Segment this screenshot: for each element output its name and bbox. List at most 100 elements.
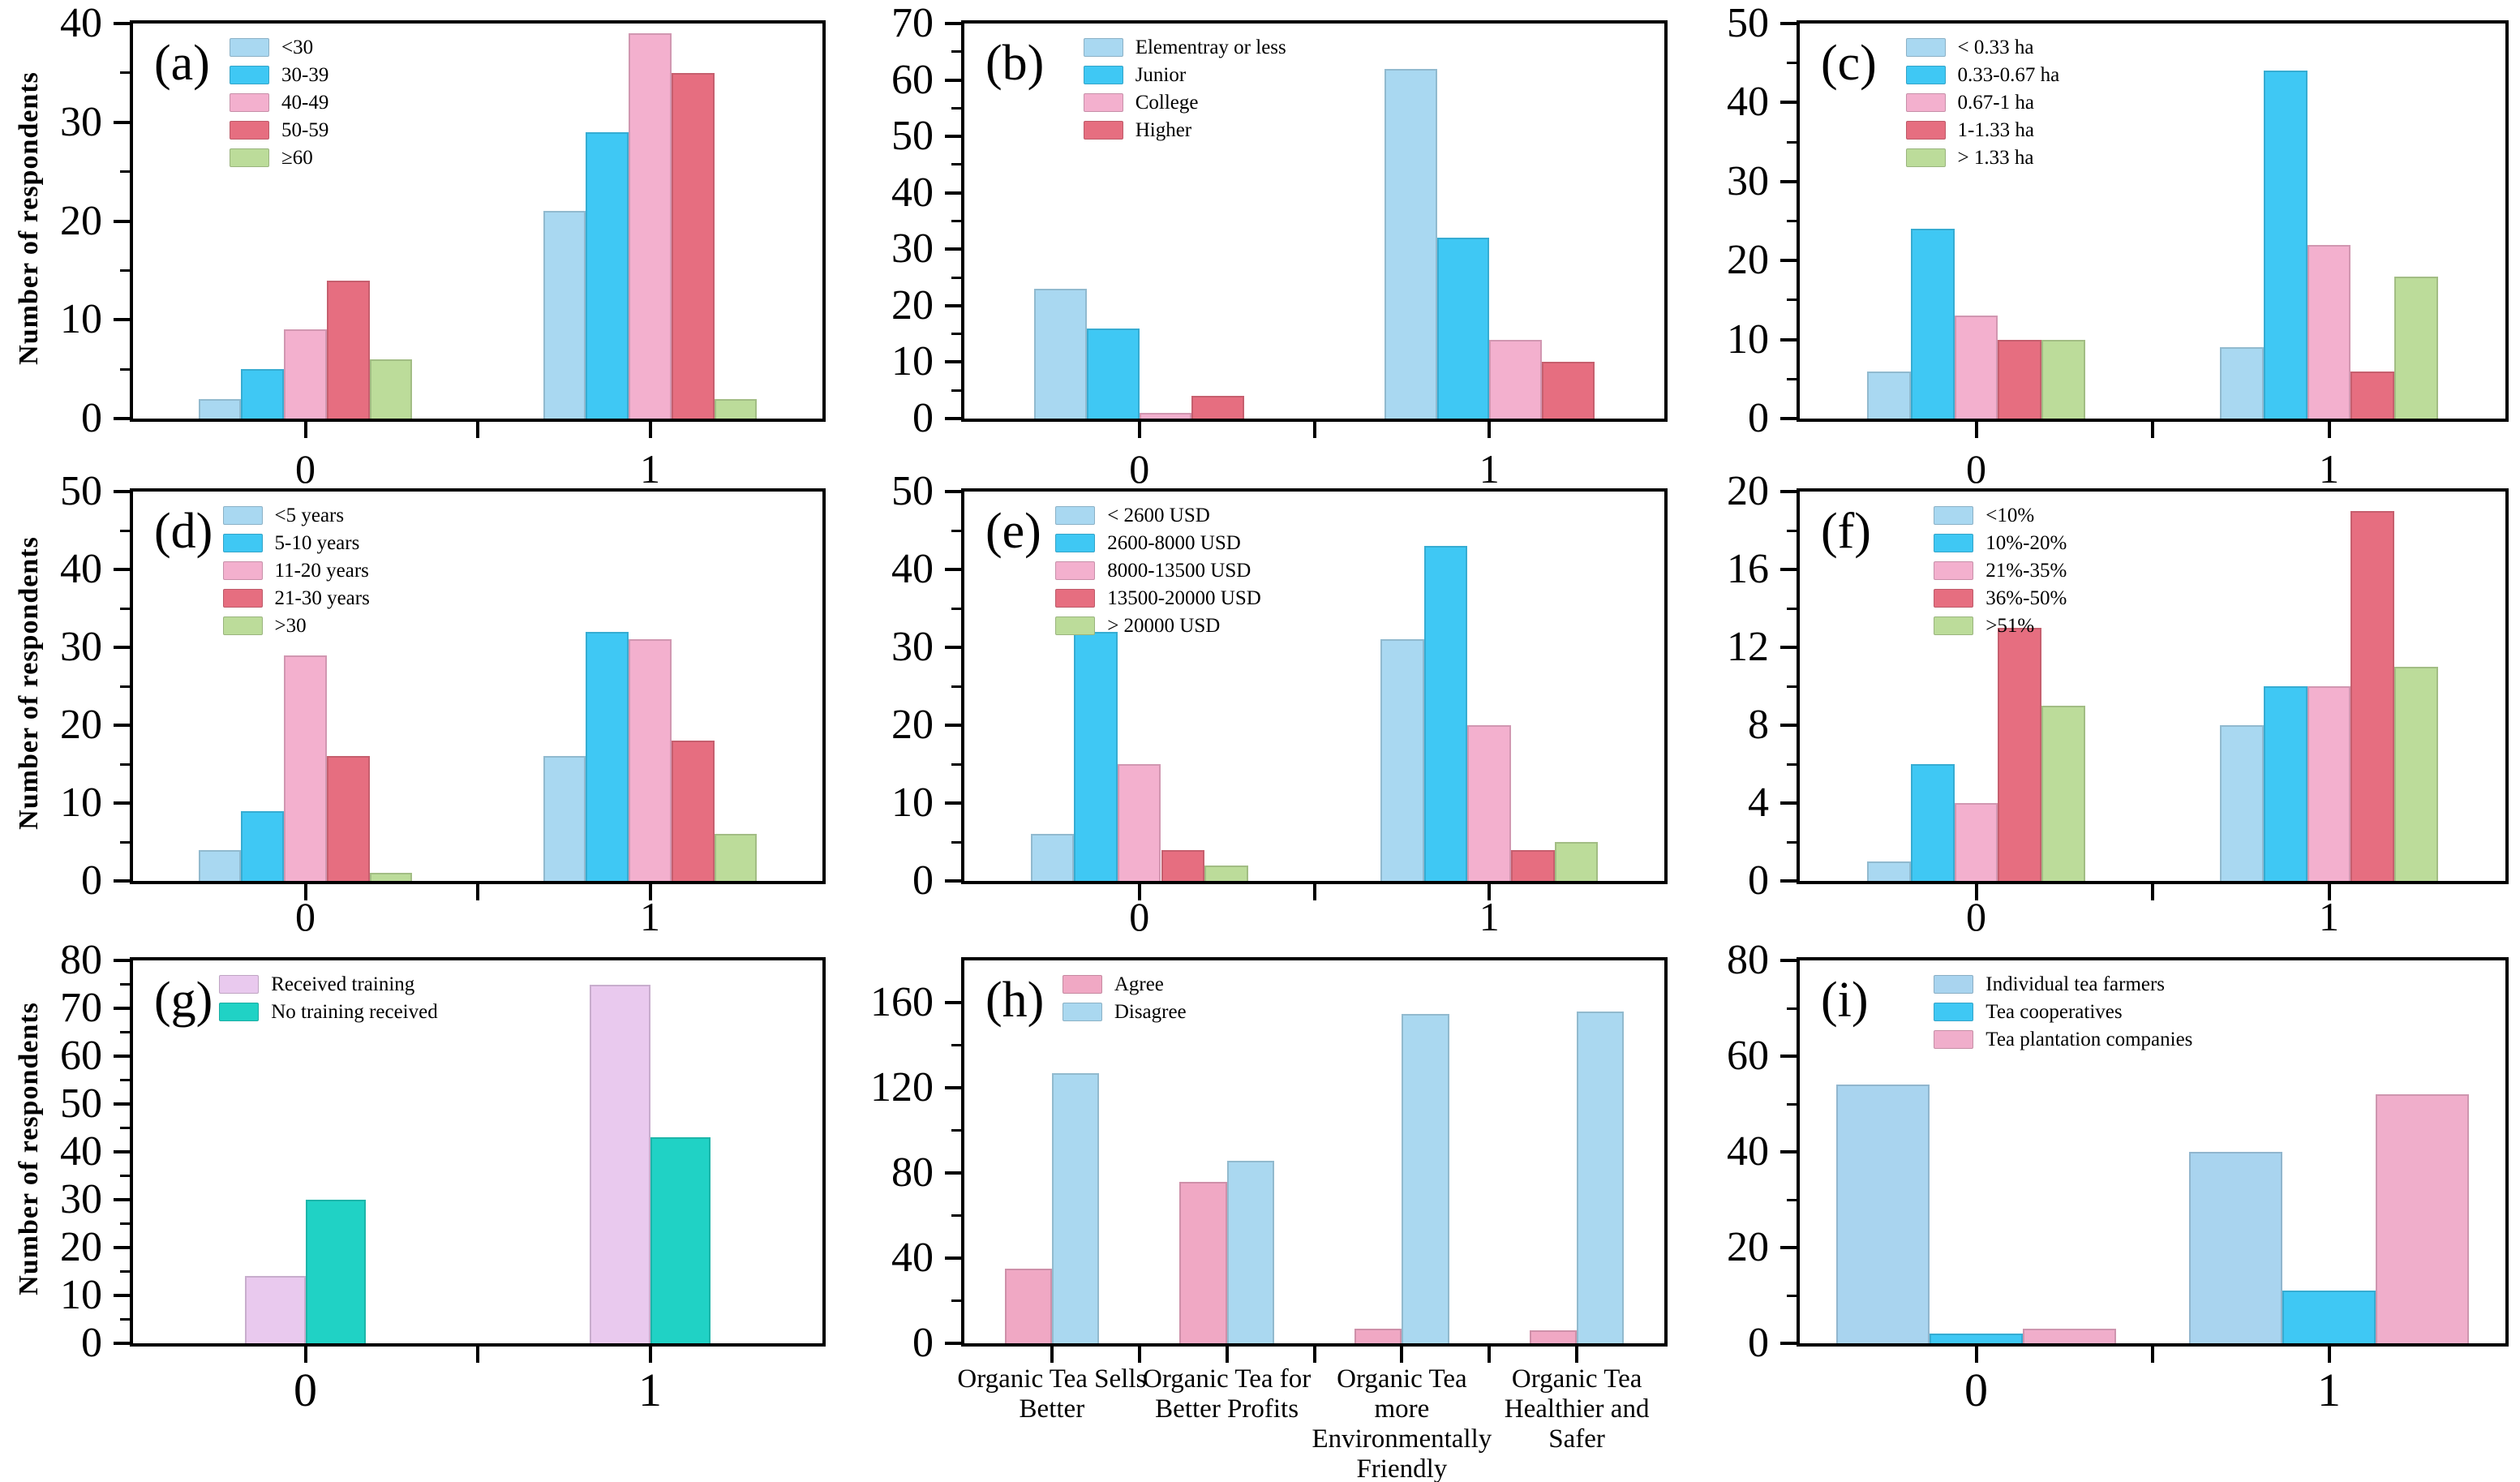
y-tick-label: 10 (1727, 316, 1769, 363)
bar-no-training-received-cat0 (305, 1200, 366, 1343)
y-tick-major (114, 568, 130, 571)
y-tick-major (114, 801, 130, 805)
bar-agree-cat1 (1179, 1181, 1227, 1343)
y-tick-label: 0 (81, 395, 102, 441)
y-tick-major (945, 22, 961, 25)
bar-disagree-cat3 (1577, 1011, 1625, 1343)
y-tick-major (945, 1001, 961, 1005)
bar-2600-usd-cat0 (1030, 834, 1075, 881)
y-tick-major (114, 1007, 130, 1010)
bar-50-59-cat0 (326, 280, 370, 419)
y-tick-major (114, 219, 130, 223)
bar-tea-plantation-companies-cat0 (2023, 1329, 2117, 1343)
legend-label: > 20000 USD (1107, 615, 1221, 637)
y-tick-minor (1787, 1198, 1797, 1201)
legend-item-received-training: Received training (219, 973, 437, 995)
bar-21-30-years-cat0 (326, 756, 370, 881)
legend-label: Individual tea farmers (1986, 973, 2166, 995)
y-tick-label: 70 (891, 0, 934, 46)
y-tick-label: 20 (1727, 237, 1769, 284)
legend-swatch-20000-usd (1055, 616, 1096, 635)
y-tick-label: 70 (60, 985, 102, 1031)
legend-label: Higher (1135, 119, 1192, 141)
y-tick-major (114, 724, 130, 727)
bar-60-cat1 (714, 398, 758, 419)
y-tick-minor (120, 1270, 130, 1273)
y-tick-major (1780, 490, 1797, 493)
legend-item-21-35: 21%-35% (1934, 560, 2067, 582)
y-tick-minor (120, 367, 130, 371)
legend-item-10-20: 10%-20% (1934, 532, 2067, 554)
x-tick-minor (476, 884, 479, 900)
legend-label: 21%-35% (1986, 560, 2067, 582)
y-tick-major (114, 1246, 130, 1249)
x-tick-label: Organic Tea more Environmentally Friendl… (1312, 1364, 1492, 1482)
y-tick-label: 50 (60, 1080, 102, 1127)
y-tick-major (945, 801, 961, 805)
bar-disagree-cat1 (1226, 1160, 1274, 1343)
legend: <5 years 5-10 years 11-20 years 21-30 years… (222, 505, 370, 642)
x-tick-label: Organic Tea for Better Profits (1143, 1364, 1312, 1424)
y-tick-major (1780, 879, 1797, 883)
y-tick-major (1780, 259, 1797, 263)
legend: < 2600 USD 2600-8000 USD 8000-13500 USD 135… (1055, 505, 1261, 642)
bar-13500-20000-usd-cat1 (1511, 849, 1555, 881)
legend-item-5-10-years: 5-10 years (222, 532, 370, 554)
x-tick-label: 0 (295, 894, 316, 939)
y-tick-minor (951, 685, 961, 688)
y-tick-major (945, 879, 961, 883)
bar-2600-8000-usd-cat1 (1423, 546, 1468, 881)
bar-5-years-cat1 (543, 756, 586, 881)
x-tick-major (1137, 884, 1141, 900)
y-tick-minor (120, 529, 130, 532)
legend-swatch-tea-plantation-companies (1934, 1030, 1974, 1049)
legend-swatch-21-35 (1934, 561, 1974, 580)
legend-item-50-59: 50-59 (230, 119, 328, 141)
y-tick-label: 60 (891, 56, 934, 103)
bar-individual-tea-farmers-cat0 (1835, 1085, 1930, 1343)
legend-item-51: >51% (1934, 615, 2067, 637)
y-tick-major (114, 1342, 130, 1345)
legend-swatch-0-33-ha (1905, 38, 1946, 57)
y-tick-major (1780, 1342, 1797, 1345)
legend-swatch-junior (1083, 66, 1123, 84)
y-tick-major (114, 1294, 130, 1297)
legend-item-2600-8000-usd: 2600-8000 USD (1055, 532, 1261, 554)
x-tick-major (1575, 1347, 1579, 1363)
bar-30-cat0 (369, 873, 413, 881)
legend-item-agree: Agree (1062, 973, 1187, 995)
plot-area: 0 10 20 30 40 50 0 1 < 0.33 ha 0.33-0.67 ha 0.67-1… (1727, 2, 2509, 490)
legend-swatch-8000-13500-usd (1055, 561, 1096, 580)
legend-item-tea-cooperatives: Tea cooperatives (1934, 1001, 2192, 1023)
bar-5-10-years-cat1 (586, 631, 629, 881)
y-tick-label: 40 (891, 169, 934, 216)
y-tick-major (945, 1086, 961, 1090)
bar-0-67-1-ha-cat0 (1954, 316, 1998, 419)
y-tick-label: 40 (60, 1128, 102, 1175)
bar-30-39-cat1 (586, 131, 629, 419)
y-tick-major (114, 1198, 130, 1201)
y-tick-label: 30 (60, 98, 102, 145)
y-tick-major (945, 568, 961, 571)
y-tick-minor (951, 1299, 961, 1303)
y-tick-minor (951, 163, 961, 166)
bar-5-10-years-cat0 (241, 810, 285, 881)
panel-letter: (b) (985, 36, 1045, 91)
y-tick-label: 20 (60, 702, 102, 748)
x-tick-major (1400, 1347, 1404, 1363)
y-tick-minor (1787, 62, 1797, 65)
y-tick-major (945, 1171, 961, 1175)
legend-swatch-disagree (1062, 1003, 1102, 1021)
legend-swatch-tea-cooperatives (1934, 1003, 1974, 1021)
y-tick-minor (120, 268, 130, 272)
legend-item-elementray-or-less: Elementray or less (1083, 37, 1286, 58)
legend-label: >51% (1986, 615, 2035, 637)
legend-label: 30-39 (281, 64, 329, 86)
y-tick-label: 4 (1748, 780, 1769, 826)
x-tick-major (303, 1347, 307, 1363)
y-tick-minor (1787, 1007, 1797, 1010)
legend-item-11-20-years: 11-20 years (222, 560, 370, 582)
y-tick-minor (1787, 529, 1797, 532)
legend-swatch-60 (230, 148, 269, 167)
bar-30-39-cat0 (241, 369, 285, 419)
